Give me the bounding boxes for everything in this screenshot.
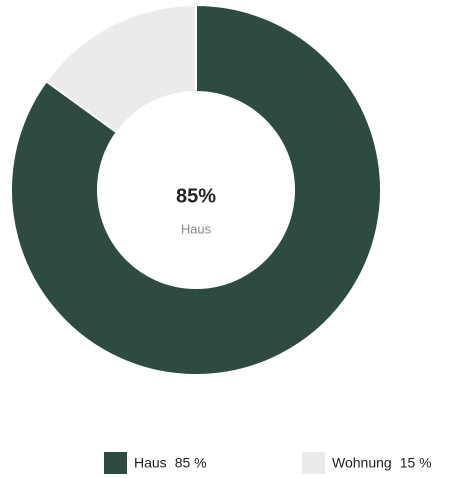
center-value: 85%: [176, 185, 216, 207]
donut: [10, 3, 382, 376]
legend: Haus 85 % Wohnung 15 %: [104, 452, 432, 474]
legend-label: Wohnung: [332, 455, 392, 471]
legend-label: Haus: [134, 455, 167, 471]
slice: [10, 3, 382, 376]
legend-value: 85 %: [175, 455, 207, 471]
center-name: Haus: [181, 221, 212, 236]
legend-swatch: [302, 452, 325, 474]
legend-value: 15 %: [400, 455, 432, 471]
legend-swatch: [104, 452, 127, 474]
slice: [44, 3, 197, 134]
